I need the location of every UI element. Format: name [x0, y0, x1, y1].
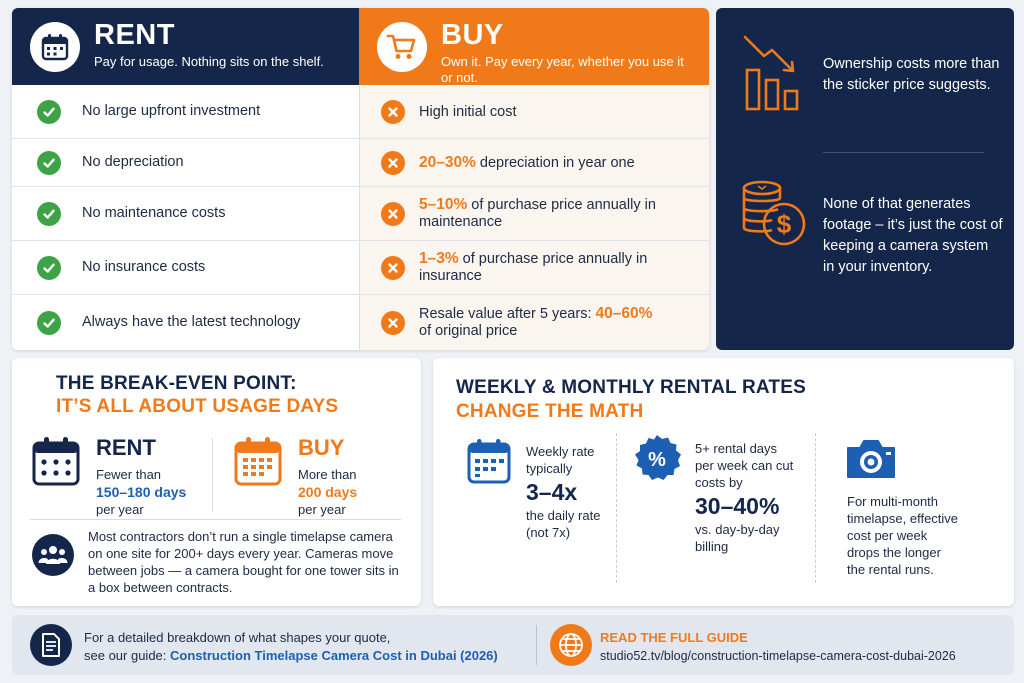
- calendar-icon: [30, 22, 80, 72]
- calendar-icon: [32, 436, 80, 491]
- check-icon: [37, 99, 61, 124]
- calendar-icon: [234, 436, 282, 491]
- rent-subtitle: Pay for usage. Nothing sits on the shelf…: [94, 54, 324, 69]
- rent-column: RENT Pay for usage. Nothing sits on the …: [12, 8, 359, 350]
- buy-row-text: 1–3% of purchase price annually in insur…: [419, 250, 648, 284]
- svg-text:%: %: [648, 449, 666, 471]
- x-icon: [381, 310, 405, 335]
- calendar-icon: [467, 438, 511, 489]
- divider: [823, 152, 984, 153]
- buy-row: 1–3% of purchase price annually in insur…: [359, 241, 709, 295]
- rent-row-text: No insurance costs: [82, 259, 206, 275]
- break-even-title: THE BREAK-EVEN POINT:: [56, 373, 297, 394]
- discount-percent: 30–40%: [695, 493, 780, 519]
- check-icon: [37, 255, 61, 280]
- contractor-note: Most contractors don’t run a single time…: [88, 529, 399, 595]
- read-guide-button[interactable]: READ THE FULL GUIDE: [600, 630, 748, 645]
- x-icon: [381, 255, 405, 280]
- footer-line1: For a detailed breakdown of what shapes …: [84, 630, 391, 645]
- x-icon: [381, 99, 405, 124]
- guide-link[interactable]: Construction Timelapse Camera Cost in Du…: [170, 648, 498, 663]
- weekly-rate-block: Weekly rate typically 3–4x the daily rat…: [526, 444, 601, 540]
- monthly-block: For multi-month timelapse, effective cos…: [847, 494, 959, 577]
- rates-title: WEEKLY & MONTHLY RENTAL RATES: [456, 377, 806, 398]
- x-icon: [381, 150, 405, 175]
- buy-column: BUY Own it. Pay every year, whether you …: [359, 8, 709, 350]
- break-even-rent-line3: per year: [96, 502, 144, 517]
- rent-header: RENT Pay for usage. Nothing sits on the …: [12, 8, 359, 85]
- buy-row: High initial cost: [359, 85, 709, 139]
- cart-icon: [377, 22, 427, 72]
- camera-icon: [845, 438, 897, 485]
- coins-dollar-icon: $: [738, 178, 808, 255]
- check-icon: [37, 201, 61, 226]
- buy-title: BUY: [441, 19, 504, 51]
- break-even-rent-line1: Fewer than: [96, 467, 162, 482]
- x-icon: [381, 201, 405, 226]
- comparison-table: RENT Pay for usage. Nothing sits on the …: [12, 8, 709, 350]
- rent-row-text: No depreciation: [82, 154, 184, 170]
- rent-title: RENT: [94, 19, 175, 51]
- break-even-buy-line1: More than: [298, 467, 357, 482]
- buy-row-text: High initial cost: [419, 103, 517, 120]
- buy-subtitle: Own it. Pay every year, whether you use …: [441, 54, 684, 85]
- check-icon: [37, 310, 61, 335]
- fact-inventory-text: None of that generates footage – it’s ju…: [823, 196, 1003, 275]
- break-even-rent-days: 150–180 days: [96, 484, 187, 500]
- rent-row: No maintenance costs: [12, 187, 359, 241]
- divider: [536, 625, 537, 665]
- percent-badge-icon: %: [632, 434, 682, 489]
- break-even-panel: THE BREAK-EVEN POINT: IT’S ALL ABOUT USA…: [12, 358, 421, 606]
- guide-url[interactable]: studio52.tv/blog/construction-timelapse-…: [600, 649, 956, 663]
- declining-chart-icon: [742, 34, 804, 119]
- buy-row: 20–30% depreciation in year one: [359, 139, 709, 187]
- rent-row: Always have the latest technology: [12, 295, 359, 350]
- rent-row: No large upfront investment: [12, 85, 359, 139]
- people-icon: [32, 534, 74, 576]
- divider: [616, 433, 617, 583]
- guide-footer: For a detailed breakdown of what shapes …: [12, 615, 1014, 675]
- rent-row-text: No maintenance costs: [82, 205, 226, 221]
- divider: [815, 433, 816, 583]
- buy-row-text: 5–10% of purchase price annually in main…: [419, 196, 656, 230]
- svg-text:$: $: [777, 209, 792, 239]
- rental-rates-panel: WEEKLY & MONTHLY RENTAL RATES CHANGE THE…: [433, 358, 1014, 606]
- document-icon: [30, 624, 72, 666]
- check-icon: [37, 150, 61, 175]
- globe-icon: [550, 624, 592, 666]
- rent-row: No depreciation: [12, 139, 359, 187]
- break-even-rent-title: RENT: [96, 435, 156, 460]
- fact-ownership-text: Ownership costs more than the sticker pr…: [823, 56, 1000, 93]
- buy-row-text: Resale value after 5 years: 40–60% of or…: [419, 305, 653, 339]
- buy-row: 5–10% of purchase price annually in main…: [359, 187, 709, 241]
- buy-row-text: 20–30% depreciation in year one: [419, 153, 635, 171]
- rent-row: No insurance costs: [12, 241, 359, 295]
- ownership-facts-panel: Ownership costs more than the sticker pr…: [716, 8, 1014, 350]
- rates-subtitle: CHANGE THE MATH: [456, 401, 644, 422]
- rent-row-text: Always have the latest technology: [82, 314, 301, 330]
- break-even-subtitle: IT’S ALL ABOUT USAGE DAYS: [56, 396, 339, 417]
- buy-row: Resale value after 5 years: 40–60% of or…: [359, 295, 709, 350]
- rent-row-text: No large upfront investment: [82, 103, 261, 119]
- break-even-buy-title: BUY: [298, 435, 345, 460]
- weekly-multiplier: 3–4x: [526, 479, 578, 505]
- break-even-buy-line3: per year: [298, 502, 346, 517]
- divider: [30, 519, 401, 520]
- footer-line2: see our guide: Construction Timelapse Ca…: [84, 648, 498, 663]
- buy-header: BUY Own it. Pay every year, whether you …: [359, 8, 709, 85]
- divider: [212, 438, 213, 512]
- discount-block: 5+ rental days per week can cut costs by…: [695, 441, 794, 554]
- break-even-buy-days: 200 days: [298, 484, 358, 500]
